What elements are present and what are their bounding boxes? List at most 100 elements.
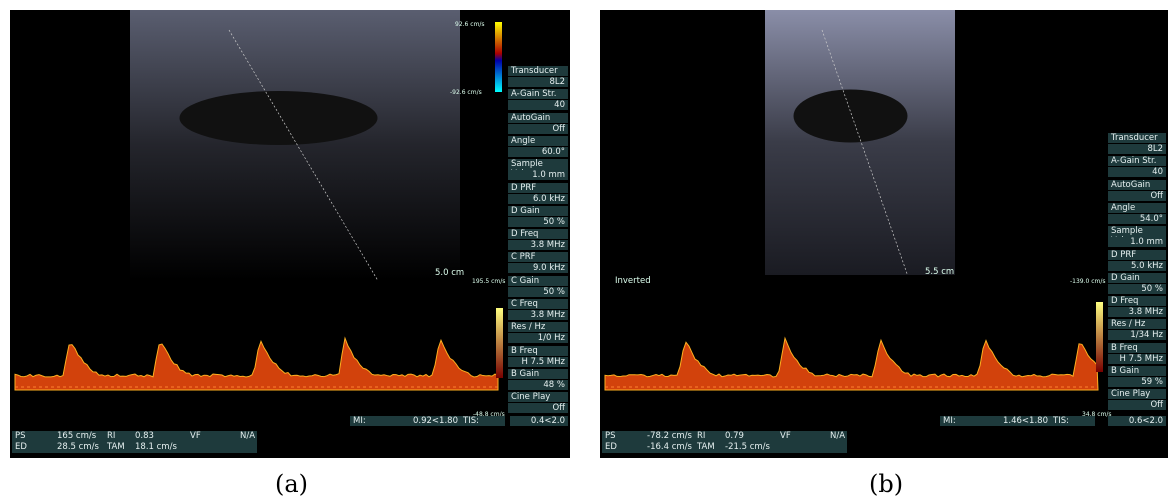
setting-value: Off xyxy=(508,124,568,134)
spectral-colorbar xyxy=(1096,302,1103,372)
spectral-colorbar xyxy=(496,308,503,378)
setting-label: D Freq xyxy=(508,229,568,239)
depth: 5.0 cm xyxy=(435,268,464,278)
setting-label: B Gain xyxy=(1108,366,1166,376)
tis-value: 0.4<2.0 xyxy=(510,416,568,426)
measurement: 0.83 xyxy=(135,431,154,441)
setting-label: Transducer xyxy=(508,66,568,76)
setting-label: D PRF xyxy=(1108,250,1166,260)
setting-value: 50 % xyxy=(1108,284,1166,294)
measurement: ED xyxy=(15,442,27,452)
setting-label: Cine Play xyxy=(1108,389,1166,399)
setting-value: 1.0 mm xyxy=(508,170,568,180)
measurement: 0.79 xyxy=(725,431,744,441)
vessel xyxy=(794,90,908,143)
measurement: 18.1 cm/s xyxy=(135,442,177,452)
setting-value: Off xyxy=(508,403,568,413)
setting-value: H 7.5 MHz xyxy=(1108,354,1166,364)
setting-label: Angle xyxy=(508,136,568,146)
measurement: -78.2 cm/s xyxy=(647,431,692,441)
setting-label: D Gain xyxy=(508,206,568,216)
measurement: RI xyxy=(107,431,115,441)
setting-value: Off xyxy=(1108,400,1166,410)
b-mode-image xyxy=(765,10,955,275)
setting-label: Cine Play xyxy=(508,392,568,402)
setting-value: 1/34 Hz xyxy=(1108,330,1166,340)
setting-value: 6.0 kHz xyxy=(508,194,568,204)
doppler-spectrum xyxy=(605,338,1098,390)
measurement: TAM xyxy=(697,442,715,452)
setting-label: B Freq xyxy=(508,346,568,356)
ultrasound-panel: -139.0 cm/s34.8 cm/s5.5 cmInvertedTransd… xyxy=(600,10,1168,458)
setting-label: AutoGain xyxy=(508,113,568,123)
setting-value: Off xyxy=(1108,191,1166,201)
doppler-top: 195.5 cm/s xyxy=(472,277,505,287)
setting-label: A-Gain Str. xyxy=(1108,156,1166,166)
setting-value: 3.8 MHz xyxy=(1108,307,1166,317)
setting-value: 50 % xyxy=(508,287,568,297)
setting-label: D Gain xyxy=(1108,273,1166,283)
setting-value: 5.0 kHz xyxy=(1108,261,1166,271)
setting-label: AutoGain xyxy=(1108,180,1166,190)
mi-label: MI: xyxy=(940,416,1000,426)
measurement: VF xyxy=(780,431,791,441)
measurement: -21.5 cm/s xyxy=(725,442,770,452)
setting-label: Res / Hz xyxy=(508,322,568,332)
mode: Inverted xyxy=(615,276,651,286)
measurement: 165 cm/s xyxy=(57,431,96,441)
mi-value: 0.92<1.80 xyxy=(410,416,460,426)
measurement: ED xyxy=(605,442,617,452)
tis-label: TIS: xyxy=(1050,416,1095,426)
setting-value: 3.8 MHz xyxy=(508,240,568,250)
setting-value: 59 % xyxy=(1108,377,1166,387)
setting-label: B Freq xyxy=(1108,343,1166,353)
measurement: N/A xyxy=(240,431,255,441)
setting-label: Transducer xyxy=(1108,133,1166,143)
setting-value: 50 % xyxy=(508,217,568,227)
measurement: RI xyxy=(697,431,705,441)
measurement: N/A xyxy=(830,431,845,441)
setting-value: 8L2 xyxy=(1108,144,1166,154)
setting-value: 54.0° xyxy=(1108,214,1166,224)
setting-label: C Freq xyxy=(508,299,568,309)
measurement: 28.5 cm/s xyxy=(57,442,99,452)
caption: (b) xyxy=(869,470,903,498)
setting-value: H 7.5 MHz xyxy=(508,357,568,367)
mi-label: MI: xyxy=(350,416,410,426)
scale-top: -139.0 cm/s xyxy=(1070,277,1106,287)
page: 92.6 cm/s-92.6 cm/s195.5 cm/s-48.8 cm/s5… xyxy=(0,0,1171,502)
tis-value: 0.6<2.0 xyxy=(1108,416,1166,426)
setting-value: 48 % xyxy=(508,380,568,390)
setting-value: 3.8 MHz xyxy=(508,310,568,320)
ultrasound-image xyxy=(600,10,1168,458)
mi-value: 1.46<1.80 xyxy=(1000,416,1050,426)
scale-bottom: -92.6 cm/s xyxy=(450,88,482,98)
scale-top: 92.6 cm/s xyxy=(455,20,485,30)
measurement: PS xyxy=(605,431,616,441)
setting-value: 1.0 mm xyxy=(1108,237,1166,247)
tis-label: TIS: xyxy=(460,416,505,426)
caption: (a) xyxy=(275,470,308,498)
measurement: TAM xyxy=(107,442,125,452)
setting-value: 9.0 kHz xyxy=(508,263,568,273)
setting-label: C PRF xyxy=(508,252,568,262)
measurement: PS xyxy=(15,431,26,441)
doppler-spectrum xyxy=(15,338,498,390)
setting-label: Angle xyxy=(1108,203,1166,213)
setting-value: 40 xyxy=(1108,167,1166,177)
ultrasound-panel: 92.6 cm/s-92.6 cm/s195.5 cm/s-48.8 cm/s5… xyxy=(10,10,570,458)
setting-value: 1/0 Hz xyxy=(508,333,568,343)
setting-label: C Gain xyxy=(508,276,568,286)
setting-label: A-Gain Str. xyxy=(508,89,568,99)
ultrasound-image xyxy=(10,10,570,458)
setting-label: D Freq xyxy=(1108,296,1166,306)
depth: 5.5 cm xyxy=(925,267,954,277)
setting-label: Res / Hz xyxy=(1108,319,1166,329)
setting-label: B Gain xyxy=(508,369,568,379)
setting-value: 8L2 xyxy=(508,77,568,87)
setting-value: 60.0° xyxy=(508,147,568,157)
measurement: -16.4 cm/s xyxy=(647,442,692,452)
setting-value: 40 xyxy=(508,100,568,110)
vessel xyxy=(180,91,378,145)
b-mode-image xyxy=(130,10,460,280)
